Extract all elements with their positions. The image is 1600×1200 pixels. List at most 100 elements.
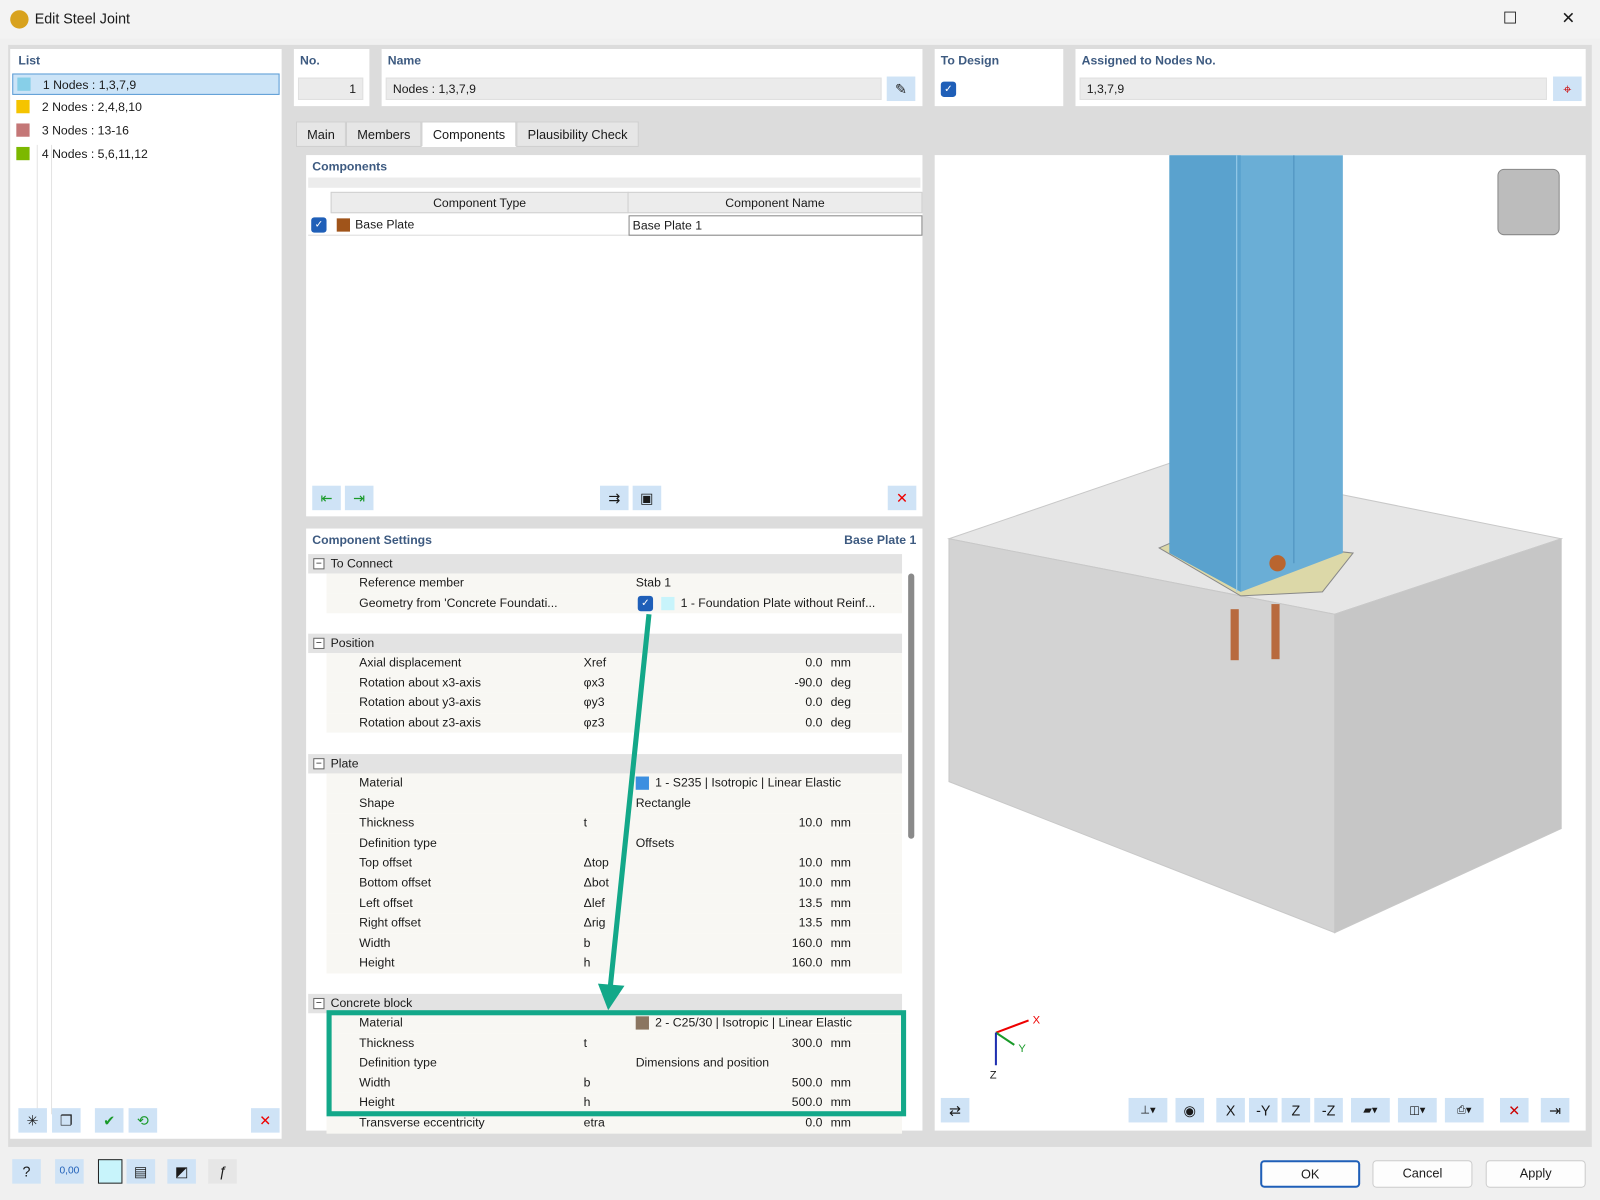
close-window-button[interactable]: ✕ [1561, 10, 1576, 28]
view-neg-z-button[interactable]: -Z [1314, 1097, 1343, 1123]
property-value[interactable]: 13.5 [798, 895, 823, 910]
print-button[interactable]: ⎙▾ [1444, 1097, 1484, 1123]
property-row[interactable]: Bottom offset Δbot 10.0 mm [326, 873, 903, 894]
copy-item-button[interactable]: ❐ [52, 1108, 81, 1133]
property-row[interactable]: Definition type Offsets [326, 833, 903, 854]
property-row[interactable]: Right offset Δrig 13.5 mm [326, 913, 903, 934]
property-value[interactable]: 10.0 [798, 815, 823, 830]
pick-nodes-button[interactable]: ⌖ [1553, 76, 1582, 102]
property-row[interactable]: Geometry from 'Concrete Foundati... ✓ 1 - … [326, 593, 903, 614]
to-design-checkbox[interactable]: ✓ [940, 81, 957, 97]
property-value[interactable]: 0.0 [805, 1115, 823, 1130]
view-z-button[interactable]: Z [1281, 1097, 1311, 1123]
exit-view-button[interactable]: ⇥ [1540, 1097, 1570, 1123]
formula-button[interactable]: ƒ [208, 1159, 237, 1184]
property-row[interactable]: Material 2 - C25/30 | Isotropic | Linear … [326, 1013, 903, 1034]
ok-button[interactable]: OK [1260, 1160, 1361, 1188]
property-row[interactable]: Axial displacement Xref 0.0 mm [326, 653, 903, 674]
property-value[interactable]: Stab 1 [633, 573, 900, 593]
property-value[interactable]: Rectangle [633, 793, 900, 813]
collapse-icon[interactable]: − [313, 758, 325, 770]
list-item[interactable]: 4 Nodes : 5,6,11,12 [12, 144, 279, 165]
insert-before-button[interactable]: ⇤ [312, 485, 341, 511]
section-position[interactable]: − Position [308, 633, 903, 654]
property-value[interactable]: 0.0 [805, 655, 823, 670]
property-value[interactable]: 10.0 [798, 875, 823, 890]
units-button[interactable]: 0,00 [55, 1159, 84, 1184]
property-value[interactable]: 0.0 [805, 695, 823, 710]
component-checkbox[interactable]: ✓ [311, 217, 327, 233]
apply-button[interactable]: Apply [1485, 1160, 1586, 1188]
toggle-check-button[interactable]: ⟲ [128, 1108, 158, 1133]
property-row[interactable]: Rotation about z3-axis φz3 0.0 deg [326, 713, 903, 734]
delete-item-button[interactable]: ✕ [251, 1108, 280, 1133]
property-value[interactable]: 160.0 [791, 955, 823, 970]
geometry-from-foundation-checkbox[interactable]: ✓ [637, 595, 654, 612]
collapse-icon[interactable]: − [313, 558, 325, 570]
property-row[interactable]: Thickness t 10.0 mm [326, 813, 903, 834]
new-item-button[interactable]: ✳ [18, 1108, 47, 1133]
collapse-icon[interactable]: − [313, 638, 325, 650]
insert-after-button[interactable]: ⇥ [344, 485, 374, 511]
name-field[interactable]: Nodes : 1,3,7,9 [385, 77, 882, 100]
property-row[interactable]: Rotation about y3-axis φy3 0.0 deg [326, 693, 903, 714]
property-row[interactable]: Height h 160.0 mm [326, 953, 903, 974]
tab-members[interactable]: Members [346, 121, 422, 147]
cancel-button[interactable]: Cancel [1372, 1160, 1473, 1188]
delete-component-button[interactable]: ✕ [887, 485, 917, 511]
reset-view-button[interactable]: ✕ [1499, 1097, 1529, 1123]
sync-view-button[interactable]: ⇄ [940, 1097, 970, 1123]
view-x-button[interactable]: X [1216, 1097, 1245, 1123]
check-all-button[interactable]: ✔ [94, 1108, 124, 1133]
property-row[interactable]: Top offset Δtop 10.0 mm [326, 853, 903, 874]
property-value[interactable]: 500.0 [791, 1075, 823, 1090]
tab-plausibility-check[interactable]: Plausibility Check [516, 121, 639, 147]
property-row[interactable]: Transverse eccentricity etra 0.0 mm [326, 1113, 903, 1134]
no-field[interactable]: 1 [297, 77, 364, 100]
property-value[interactable]: Dimensions and position [633, 1053, 900, 1073]
property-value[interactable]: 1 - S235 | Isotropic | Linear Elastic [633, 773, 900, 793]
assigned-nodes-field[interactable]: 1,3,7,9 [1079, 77, 1547, 100]
property-value[interactable]: 2 - C25/30 | Isotropic | Linear Elastic [633, 1013, 900, 1033]
axes-dropdown-button[interactable]: ⊥▾ [1128, 1097, 1168, 1123]
collapse-icon[interactable]: − [313, 998, 325, 1010]
maximize-button[interactable]: ☐ [1502, 10, 1518, 28]
component-name-cell[interactable]: Base Plate 1 [628, 215, 923, 236]
save-component-button[interactable]: ▣ [632, 485, 662, 511]
render-mode-button[interactable]: ◫▾ [1397, 1097, 1437, 1123]
property-row[interactable]: Rotation about x3-axis φx3 -90.0 deg [326, 673, 903, 694]
view-settings-button[interactable]: ◉ [1175, 1097, 1205, 1123]
property-value[interactable]: -90.0 [794, 675, 823, 690]
property-value[interactable]: 500.0 [791, 1095, 823, 1110]
property-value[interactable]: 300.0 [791, 1035, 823, 1050]
3d-viewport[interactable]: X Y Z ⇄ ⊥▾ ◉ X -Y Z -Z ▰▾ ◫▾ ⎙▾ ✕ ⇥ [934, 155, 1586, 1131]
list-item[interactable]: 1 Nodes : 1,3,7,9 [12, 73, 280, 95]
property-row[interactable]: Definition type Dimensions and position [326, 1053, 903, 1074]
property-value[interactable]: Offsets [633, 833, 900, 853]
help-icon[interactable]: ? [12, 1159, 41, 1184]
settings-scrollbar[interactable] [908, 573, 915, 839]
color-button[interactable] [97, 1159, 123, 1184]
component-row[interactable]: ✓ Base Plate Base Plate 1 [308, 215, 923, 236]
property-value[interactable]: 13.5 [798, 915, 823, 930]
property-row[interactable]: Left offset Δlef 13.5 mm [326, 893, 903, 914]
list-item[interactable]: 3 Nodes : 13-16 [12, 120, 279, 141]
property-row[interactable]: Height h 500.0 mm [326, 1093, 903, 1114]
property-row[interactable]: Thickness t 300.0 mm [326, 1033, 903, 1054]
property-value[interactable]: ✓ 1 - Foundation Plate without Reinf... [633, 593, 900, 613]
view-model-button[interactable]: ◩ [167, 1159, 196, 1184]
tab-main[interactable]: Main [295, 121, 347, 147]
import-component-button[interactable]: ⇉ [599, 485, 629, 511]
display-mode-button[interactable]: ▰▾ [1351, 1097, 1390, 1123]
property-row[interactable]: Reference member Stab 1 [326, 573, 903, 594]
property-value[interactable]: 0.0 [805, 715, 823, 730]
display-properties-button[interactable]: ▤ [126, 1159, 156, 1184]
property-row[interactable]: Width b 500.0 mm [326, 1073, 903, 1094]
tab-components[interactable]: Components [421, 121, 517, 147]
property-row[interactable]: Shape Rectangle [326, 793, 903, 814]
edit-name-button[interactable]: ✎ [886, 76, 916, 102]
view-neg-y-button[interactable]: -Y [1248, 1097, 1278, 1123]
section-plate[interactable]: − Plate [308, 754, 903, 774]
property-value[interactable]: 10.0 [798, 855, 823, 870]
property-row[interactable]: Material 1 - S235 | Isotropic | Linear El… [326, 773, 903, 794]
